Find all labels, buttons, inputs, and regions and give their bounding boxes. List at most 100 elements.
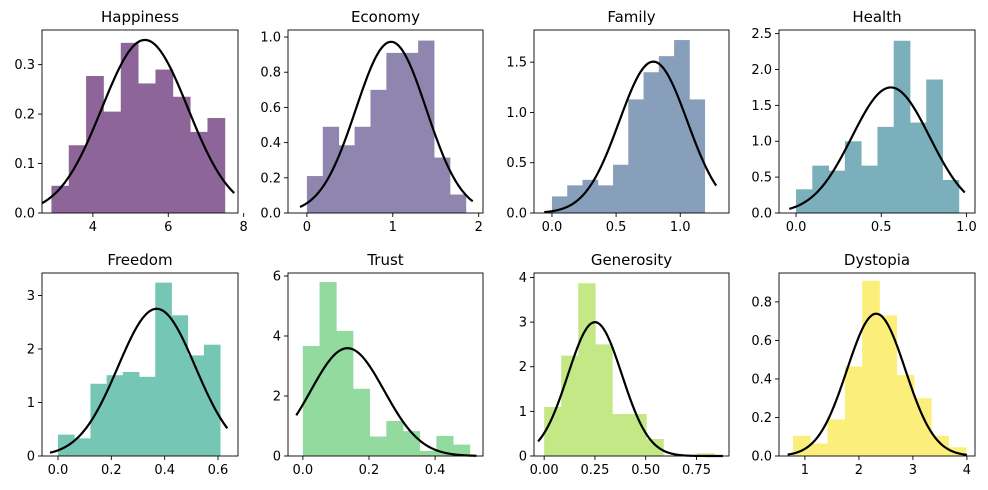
freedom-xtick-label-0: 0.0: [48, 463, 69, 478]
happiness-bar-5: [138, 83, 156, 213]
dystopia-ytick-label-1: 0.2: [751, 411, 772, 426]
happiness-xtick-label-0: 4: [89, 220, 97, 235]
trust-bar-2: [336, 330, 354, 456]
happiness-bar-6: [155, 69, 174, 213]
health-ytick-label-0: 0.0: [751, 207, 772, 222]
freedom-xtick-label-3: 0.6: [208, 463, 229, 478]
health-ytick-label-2: 1.0: [751, 135, 772, 150]
happiness-bar-2: [86, 76, 104, 213]
health-ytick-label-3: 1.5: [751, 99, 772, 114]
family-bar-2: [582, 179, 599, 213]
family-axes-frame: [533, 29, 730, 214]
economy-bar-6: [402, 52, 419, 214]
health-ytick-label-5: 2.5: [751, 27, 772, 42]
economy-bar-3: [354, 126, 371, 213]
dystopia-bar-9: [948, 447, 967, 456]
dystopia-xtick-label-0: 1: [801, 463, 809, 478]
subplot-economy: 0 1 2 0.0 0.2 0.4 0.6 0.8 1.0 Economy: [260, 8, 484, 235]
generosity-ytick-label-3: 3: [519, 316, 527, 331]
generosity-bar-9: [697, 453, 715, 456]
trust-bar-0: [302, 345, 320, 456]
trust-bar-5: [386, 420, 404, 456]
economy-ytick-label-1: 0.2: [260, 171, 281, 186]
dystopia-title: Dystopia: [844, 251, 910, 269]
economy-ytick-label-3: 0.6: [260, 101, 281, 116]
trust-ytick-label-0: 0: [273, 450, 281, 465]
trust-ytick-label-1: 2: [273, 390, 281, 405]
freedom-normal-curve: [49, 307, 229, 454]
trust-bar-3: [352, 388, 371, 456]
dystopia-bar-8: [931, 435, 949, 456]
family-xtick-label-0: 0.0: [542, 220, 563, 235]
economy-axes-frame: [287, 29, 484, 214]
economy-bar-2: [338, 145, 355, 213]
trust-normal-curve: [295, 347, 477, 457]
health-xtick-label-0: 0.0: [786, 220, 807, 235]
generosity-ytick-label-1: 1: [519, 405, 527, 420]
dystopia-ytick-label-4: 0.8: [751, 295, 772, 310]
economy-normal-curve: [299, 40, 474, 208]
freedom-bar-7: [171, 315, 189, 456]
family-xtick-label-2: 1.0: [670, 220, 691, 235]
health-bar-2: [828, 170, 846, 213]
generosity-title: Generosity: [591, 251, 672, 269]
economy-bar-4: [370, 89, 387, 213]
generosity-xtick-label-3: 0.75: [682, 463, 711, 478]
family-title: Family: [607, 8, 655, 26]
family-bar-5: [628, 99, 644, 213]
dystopia-bar-4: [862, 280, 880, 456]
family-ytick-label-2: 1.0: [506, 106, 527, 121]
dystopia-axes-frame: [778, 272, 976, 457]
economy-xtick-label-1: 1: [389, 220, 397, 235]
health-bar-9: [942, 179, 960, 213]
dystopia-ytick-label-3: 0.6: [751, 334, 772, 349]
freedom-bar-9: [203, 344, 221, 456]
trust-xtick-label-2: 0.4: [425, 463, 446, 478]
freedom-bar-5: [139, 376, 156, 456]
dystopia-bar-3: [844, 366, 863, 456]
family-bar-6: [643, 72, 660, 213]
subplot-generosity: 0.00 0.25 0.50 0.75 0 1 2 3 4 Generosity: [519, 251, 730, 478]
economy-bar-1: [322, 126, 340, 213]
dystopia-normal-curve: [787, 312, 968, 456]
trust-ytick-label-2: 4: [273, 330, 281, 345]
freedom-bar-1: [74, 438, 91, 456]
freedom-bar-4: [122, 371, 140, 456]
freedom-ytick-label-3: 3: [27, 289, 35, 304]
happiness-xtick-label-1: 6: [164, 220, 172, 235]
generosity-axes-frame: [533, 272, 730, 457]
family-bar-7: [658, 56, 675, 213]
happiness-bar-1: [68, 145, 87, 213]
generosity-bar-3: [595, 344, 613, 456]
happiness-bar-3: [103, 111, 122, 213]
generosity-ytick-label-2: 2: [519, 360, 527, 375]
generosity-bar-6: [646, 439, 664, 456]
economy-bar-9: [449, 194, 467, 213]
economy-ytick-label-2: 0.4: [260, 136, 281, 151]
subplot-freedom: 0.0 0.2 0.4 0.6 0 1 2 3 Freedom: [27, 251, 239, 478]
health-bar-5: [877, 126, 895, 213]
family-ytick-label-0: 0.0: [506, 207, 527, 222]
dystopia-bar-6: [896, 375, 915, 456]
generosity-bar-2: [578, 283, 596, 456]
generosity-xtick-label-0: 0.00: [530, 463, 559, 478]
health-bar-4: [861, 165, 878, 213]
happiness-ytick-label-3: 0.3: [14, 58, 35, 73]
subplot-trust: 0.0 0.2 0.4 0 2 4 6 Trust: [273, 251, 484, 478]
happiness-xtick-label-2: 8: [240, 220, 248, 235]
happiness-bar-7: [172, 96, 191, 213]
happiness-title: Happiness: [101, 8, 179, 26]
family-bar-3: [597, 185, 614, 213]
trust-bar-4: [369, 436, 387, 456]
generosity-bar-4: [612, 414, 630, 456]
trust-title: Trust: [366, 251, 403, 269]
freedom-ytick-label-0: 0: [27, 450, 35, 465]
subplot-family: 0.0 0.5 1.0 0.0 0.5 1.0 1.5 Family: [506, 8, 730, 235]
subplot-health: 0.0 0.5 1.0 0.0 0.5 1.0 1.5 2.0 2.5 Health: [751, 8, 977, 235]
family-bar-8: [674, 40, 690, 213]
freedom-axes-frame: [41, 272, 239, 457]
dystopia-xtick-label-3: 4: [963, 463, 971, 478]
generosity-ytick-label-4: 4: [519, 271, 527, 286]
health-bar-3: [844, 141, 862, 213]
economy-ytick-label-0: 0.0: [260, 207, 281, 222]
